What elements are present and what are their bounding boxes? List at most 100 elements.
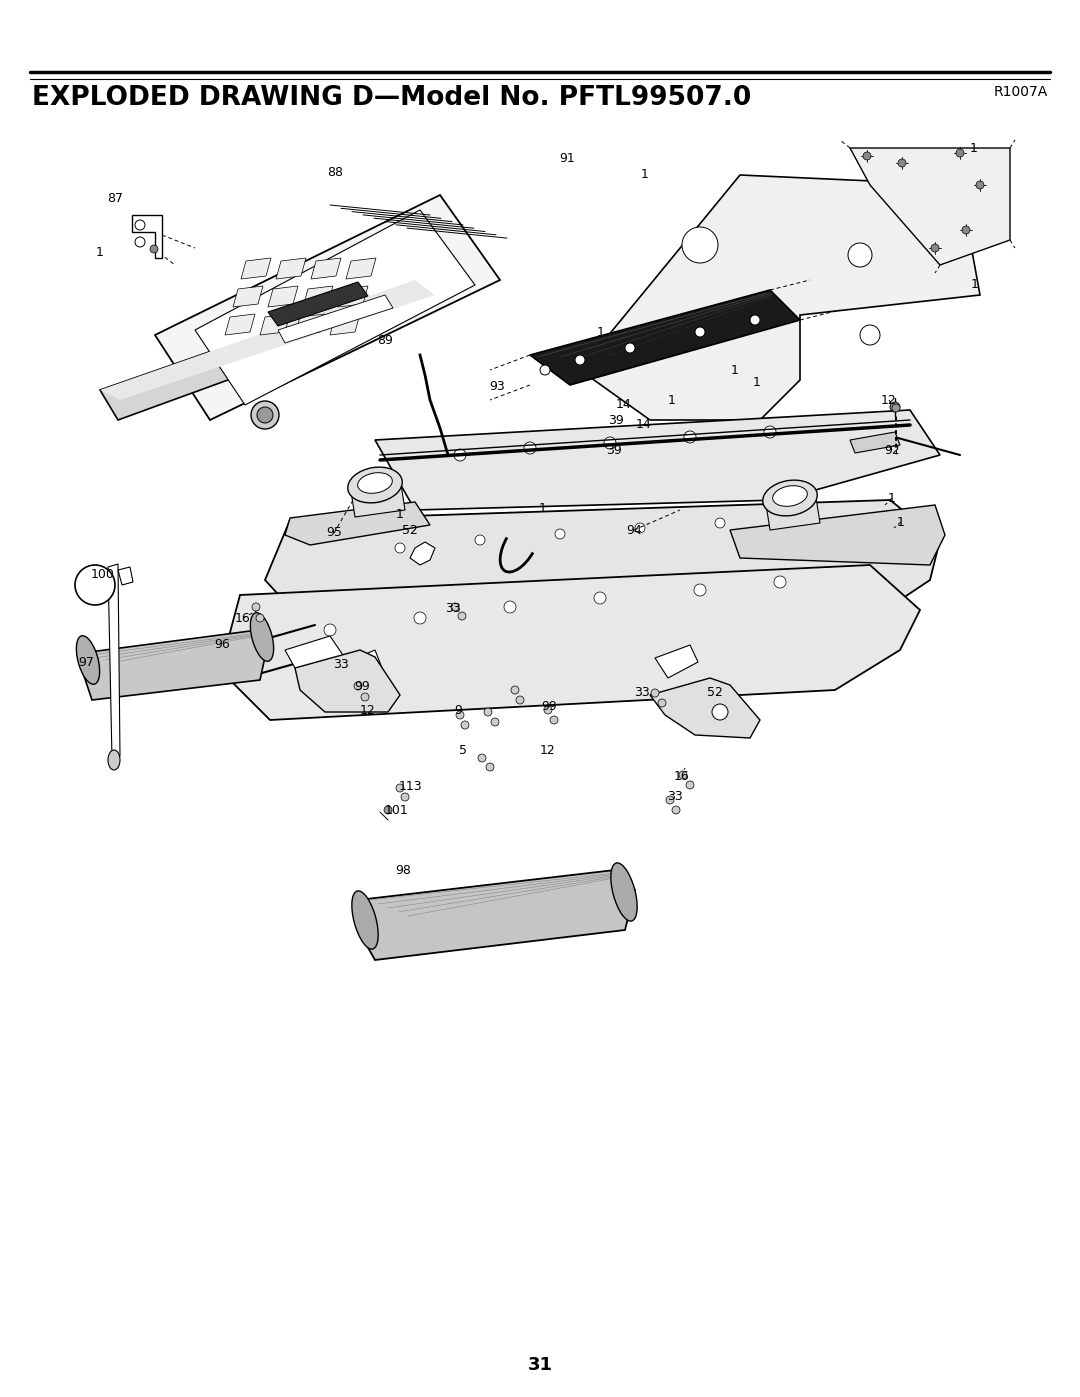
Circle shape [715,518,725,528]
Circle shape [135,219,145,231]
Text: 14: 14 [636,418,652,430]
Polygon shape [765,490,820,529]
Polygon shape [278,295,393,344]
Text: EXPLODED DRAWING D—Model No. PFTL99507.0: EXPLODED DRAWING D—Model No. PFTL99507.0 [32,85,752,110]
Polygon shape [850,432,900,453]
Circle shape [361,693,369,701]
Polygon shape [557,292,774,358]
Polygon shape [650,678,760,738]
Circle shape [750,314,760,326]
Circle shape [684,432,696,443]
Polygon shape [225,314,255,335]
Polygon shape [603,292,783,358]
Text: 31: 31 [527,1356,553,1375]
Text: 33: 33 [333,658,349,671]
Polygon shape [100,279,435,400]
Circle shape [414,612,426,624]
Polygon shape [338,286,368,307]
Circle shape [962,226,970,235]
Circle shape [594,592,606,604]
Circle shape [251,401,279,429]
Polygon shape [108,564,120,759]
Circle shape [486,763,494,771]
Text: 97: 97 [78,655,94,669]
Circle shape [454,448,465,461]
Polygon shape [535,292,770,358]
Text: 99: 99 [354,679,369,693]
Circle shape [897,159,906,168]
Circle shape [892,404,900,412]
Circle shape [516,696,524,704]
Ellipse shape [348,467,402,503]
Text: 1: 1 [970,141,977,155]
Circle shape [511,686,519,694]
Polygon shape [268,282,368,326]
Polygon shape [311,258,341,279]
Circle shape [635,522,645,534]
Ellipse shape [251,613,273,661]
Text: 101: 101 [386,803,409,816]
Circle shape [956,149,964,156]
Text: 5: 5 [459,743,467,757]
Text: 96: 96 [214,637,230,651]
Circle shape [658,698,666,707]
Circle shape [484,708,492,717]
Text: 113: 113 [399,780,422,792]
Polygon shape [100,279,435,420]
Circle shape [679,771,687,780]
Circle shape [672,806,680,814]
Text: 1: 1 [753,376,761,388]
Text: 39: 39 [608,414,624,426]
Circle shape [860,326,880,345]
Circle shape [550,717,558,724]
Text: 1: 1 [642,169,649,182]
Circle shape [384,806,392,814]
Text: 1: 1 [539,502,546,514]
Text: 33: 33 [445,602,461,615]
Circle shape [524,441,536,454]
Circle shape [555,529,565,539]
Circle shape [666,796,674,805]
Circle shape [478,754,486,761]
Text: 52: 52 [402,524,418,536]
Polygon shape [233,286,264,307]
Polygon shape [260,314,291,335]
Polygon shape [156,196,500,420]
Ellipse shape [772,486,808,506]
Circle shape [651,689,659,697]
Circle shape [135,237,145,247]
Text: 14: 14 [616,398,632,411]
Circle shape [324,624,336,636]
Text: 16: 16 [674,770,690,782]
Text: 1: 1 [396,509,404,521]
Circle shape [75,564,114,605]
Polygon shape [346,258,376,279]
Circle shape [396,784,404,792]
Text: 12: 12 [360,704,376,717]
Text: 1: 1 [669,394,676,407]
Circle shape [475,535,485,545]
Circle shape [890,402,900,412]
Ellipse shape [108,750,120,770]
Polygon shape [410,542,435,564]
Polygon shape [654,645,698,678]
Polygon shape [303,286,333,307]
Circle shape [795,513,805,522]
Polygon shape [530,291,800,386]
Polygon shape [220,564,920,719]
Ellipse shape [357,472,392,493]
Text: 16: 16 [235,612,251,624]
Circle shape [456,711,464,719]
Text: 100: 100 [91,569,114,581]
Circle shape [575,355,585,365]
Polygon shape [268,286,298,307]
Text: 92: 92 [885,443,900,457]
Text: 1: 1 [597,326,605,338]
Polygon shape [195,210,475,405]
Text: 33: 33 [667,791,683,803]
Text: 9: 9 [454,704,462,717]
Circle shape [694,584,706,597]
Text: 1: 1 [888,492,896,504]
Text: 91: 91 [559,151,575,165]
Circle shape [458,612,465,620]
